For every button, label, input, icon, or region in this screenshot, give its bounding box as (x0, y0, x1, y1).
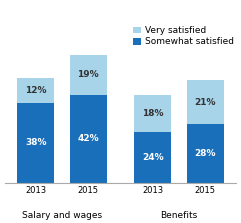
Legend: Very satisfied, Somewhat satisfied: Very satisfied, Somewhat satisfied (133, 26, 234, 46)
Text: Benefits: Benefits (161, 211, 198, 220)
Bar (187, 80, 224, 124)
Text: 42%: 42% (77, 134, 99, 143)
Bar (17, 103, 54, 183)
Text: 19%: 19% (77, 70, 99, 79)
Text: 18%: 18% (142, 109, 164, 118)
Text: 21%: 21% (194, 97, 216, 107)
Bar (70, 55, 107, 95)
Text: Salary and wages: Salary and wages (22, 211, 102, 220)
Bar (187, 124, 224, 183)
Bar (134, 95, 171, 132)
Bar (70, 95, 107, 183)
Text: 28%: 28% (194, 149, 216, 158)
Text: 24%: 24% (142, 153, 164, 162)
Text: 38%: 38% (25, 138, 47, 147)
Text: 12%: 12% (25, 86, 47, 95)
Bar (134, 132, 171, 183)
Bar (17, 78, 54, 103)
